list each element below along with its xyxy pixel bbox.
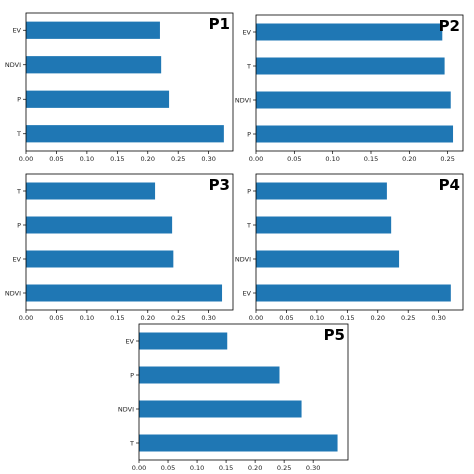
- bar-p: [256, 182, 387, 200]
- x-tick-label: 0.05: [287, 155, 301, 163]
- chart-panel-p5: EV P NDVI T 0.00 0.05 0.10 0.15 0.20 0.25 0.30 P5: [118, 323, 349, 472]
- bar-ndvi: [26, 56, 162, 74]
- y-tick-label: EV: [12, 27, 21, 35]
- x-tick-label: 0.10: [190, 464, 204, 472]
- y-tick-label: P: [247, 187, 251, 195]
- x-tick-label: 0.00: [19, 155, 33, 163]
- bar-ev: [139, 332, 228, 350]
- x-tick-label: 0.15: [110, 314, 124, 322]
- x-tick-label: 0.00: [249, 155, 263, 163]
- x-tick-label: 0.05: [161, 464, 175, 472]
- y-tick-label: T: [246, 62, 251, 70]
- plot-frame: [25, 173, 234, 311]
- chart-panel-p2: EV T NDVI P 0.00 0.05 0.10 0.15 0.20 0.25 P2: [235, 14, 464, 163]
- plot-frame: [138, 323, 349, 461]
- panel-label: P1: [209, 15, 230, 33]
- y-tick-label: NDVI: [5, 289, 21, 297]
- y-tick-label: EV: [242, 289, 251, 297]
- x-tick-label: 0.05: [49, 314, 63, 322]
- y-tick-label: NDVI: [235, 255, 251, 263]
- x-tick-label: 0.00: [249, 314, 263, 322]
- x-tick-label: 0.20: [371, 314, 385, 322]
- bar-p: [139, 366, 280, 384]
- x-tick-label: 0.25: [171, 314, 185, 322]
- bar-t: [256, 57, 445, 75]
- x-tick-label: 0.10: [80, 155, 94, 163]
- x-tick-label: 0.20: [402, 155, 416, 163]
- y-tick-label: EV: [12, 255, 21, 263]
- bar-t: [139, 434, 338, 452]
- y-tick-label: T: [16, 187, 21, 195]
- x-tick-label: 0.30: [201, 314, 215, 322]
- x-tick-label: 0.30: [201, 155, 215, 163]
- plot-frame: [255, 14, 464, 152]
- y-tick-label: P: [17, 221, 21, 229]
- bar-p: [256, 125, 454, 143]
- x-tick-label: 0.05: [279, 314, 293, 322]
- chart-panel-p3: T P EV NDVI 0.00 0.05 0.10 0.15 0.20 0.25 0.30 P3: [5, 173, 234, 322]
- bar-ndvi: [139, 400, 302, 418]
- chart-panel-p4: P T NDVI EV 0.00 0.05 0.10 0.15 0.20 0.25 0.30 P4: [235, 173, 464, 322]
- y-tick-label: T: [129, 439, 134, 447]
- bar-ev: [26, 21, 160, 39]
- y-tick-label: P: [130, 371, 134, 379]
- bar-t: [26, 182, 156, 200]
- x-tick-label: 0.15: [364, 155, 378, 163]
- panel-label: P5: [324, 326, 345, 344]
- x-tick-label: 0.20: [141, 314, 155, 322]
- y-tick-label: T: [16, 130, 21, 138]
- bar-ndvi: [26, 284, 223, 302]
- bar-p: [26, 216, 173, 234]
- bar-p: [26, 90, 170, 108]
- plot-frame: [25, 12, 234, 152]
- x-tick-label: 0.25: [277, 464, 291, 472]
- y-tick-label: NDVI: [5, 61, 21, 69]
- bar-ndvi: [256, 91, 451, 109]
- x-tick-label: 0.25: [171, 155, 185, 163]
- bar-ev: [256, 23, 443, 41]
- x-tick-label: 0.15: [110, 155, 124, 163]
- x-tick-label: 0.00: [19, 314, 33, 322]
- bar-t: [256, 216, 392, 234]
- y-tick-label: EV: [242, 28, 251, 36]
- x-tick-label: 0.05: [49, 155, 63, 163]
- x-tick-label: 0.10: [310, 314, 324, 322]
- y-tick-label: NDVI: [235, 96, 251, 104]
- panel-label: P2: [439, 17, 460, 35]
- x-tick-label: 0.25: [401, 314, 415, 322]
- bar-ndvi: [256, 250, 400, 268]
- x-tick-label: 0.15: [340, 314, 354, 322]
- panel-label: P3: [209, 176, 230, 194]
- x-tick-label: 0.20: [248, 464, 262, 472]
- x-tick-label: 0.25: [440, 155, 454, 163]
- x-tick-label: 0.10: [80, 314, 94, 322]
- chart-panel-p1: EV NDVI P T 0.00 0.05 0.10 0.15 0.20 0.25 0.30 P1: [5, 12, 234, 163]
- y-tick-label: P: [17, 96, 21, 104]
- bar-ev: [26, 250, 174, 268]
- bar-ev: [256, 284, 451, 302]
- panel-label: P4: [439, 176, 460, 194]
- plot-frame: [255, 173, 464, 311]
- bar-t: [26, 125, 224, 143]
- x-tick-label: 0.30: [306, 464, 320, 472]
- x-tick-label: 0.15: [219, 464, 233, 472]
- y-tick-label: P: [247, 130, 251, 138]
- y-tick-label: EV: [125, 337, 134, 345]
- x-tick-label: 0.30: [431, 314, 445, 322]
- y-tick-label: NDVI: [118, 405, 134, 413]
- x-tick-label: 0.10: [325, 155, 339, 163]
- y-tick-label: T: [246, 221, 251, 229]
- x-tick-label: 0.00: [132, 464, 146, 472]
- x-tick-label: 0.20: [141, 155, 155, 163]
